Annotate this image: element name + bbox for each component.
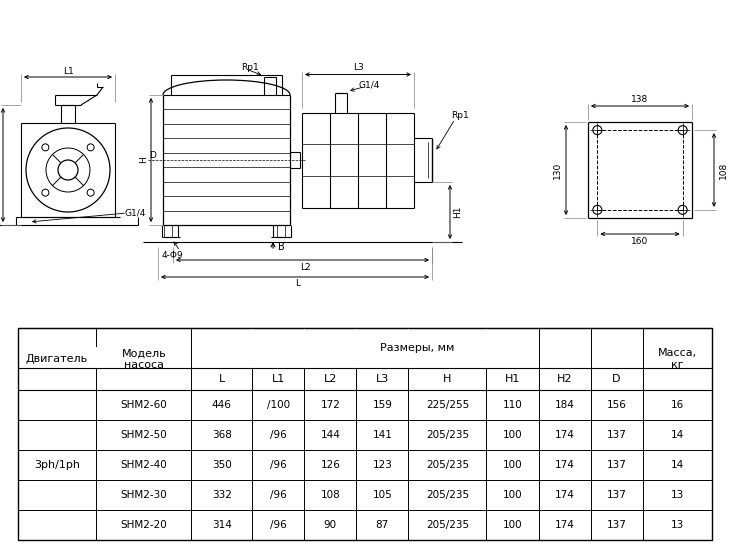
Text: L2: L2 <box>323 374 337 384</box>
Text: 3ph/1ph: 3ph/1ph <box>34 460 80 470</box>
Bar <box>538 329 539 367</box>
Text: D: D <box>150 152 156 161</box>
Text: D: D <box>612 374 620 384</box>
Text: 446: 446 <box>212 400 232 410</box>
Bar <box>18 328 712 540</box>
Text: H1: H1 <box>453 206 463 218</box>
Text: 205/235: 205/235 <box>426 430 469 440</box>
Text: 159: 159 <box>372 400 392 410</box>
Text: 108: 108 <box>320 490 340 500</box>
Text: 126: 126 <box>320 460 340 470</box>
Bar <box>590 329 591 367</box>
Text: 138: 138 <box>631 95 649 104</box>
Text: 90: 90 <box>323 520 337 530</box>
Text: 144: 144 <box>320 430 340 440</box>
Bar <box>18 419 96 421</box>
Text: 225/255: 225/255 <box>426 400 469 410</box>
Text: 137: 137 <box>607 520 626 530</box>
Text: SHM2-40: SHM2-40 <box>120 460 167 470</box>
Text: 350: 350 <box>212 460 231 470</box>
Text: Двигатель: Двигатель <box>26 354 88 364</box>
Text: Модель
насоса: Модель насоса <box>121 348 166 370</box>
Text: 4-Φ9: 4-Φ9 <box>161 250 182 259</box>
Text: H1: H1 <box>504 374 520 384</box>
Text: B: B <box>277 242 285 252</box>
Text: 100: 100 <box>503 430 522 440</box>
Text: 13: 13 <box>671 490 684 500</box>
Bar <box>356 329 357 367</box>
Text: 87: 87 <box>376 520 389 530</box>
Text: G1/4: G1/4 <box>124 208 146 217</box>
Text: L1: L1 <box>63 67 74 76</box>
Text: 105: 105 <box>372 490 392 500</box>
Text: 13: 13 <box>671 520 684 530</box>
Text: 137: 137 <box>607 490 626 500</box>
Text: Rp1: Rp1 <box>241 63 259 72</box>
Bar <box>304 329 305 367</box>
Text: 100: 100 <box>503 520 522 530</box>
Text: 137: 137 <box>607 430 626 440</box>
Text: 205/235: 205/235 <box>426 520 469 530</box>
Bar <box>18 479 96 480</box>
Text: 156: 156 <box>607 400 626 410</box>
Text: Масса,
кг: Масса, кг <box>658 348 697 370</box>
Text: 100: 100 <box>503 490 522 500</box>
Text: Rp1: Rp1 <box>451 111 469 120</box>
Text: /96: /96 <box>270 490 287 500</box>
Text: L3: L3 <box>376 374 389 384</box>
Text: /96: /96 <box>270 520 287 530</box>
Bar <box>486 329 487 367</box>
Text: H: H <box>443 374 452 384</box>
Bar <box>642 347 643 367</box>
Text: 174: 174 <box>555 490 575 500</box>
Text: 205/235: 205/235 <box>426 490 469 500</box>
Text: 205/235: 205/235 <box>426 460 469 470</box>
Text: 174: 174 <box>555 520 575 530</box>
Bar <box>252 329 253 367</box>
Text: L1: L1 <box>272 374 285 384</box>
Text: /96: /96 <box>270 460 287 470</box>
Text: SHM2-30: SHM2-30 <box>120 490 167 500</box>
Text: 123: 123 <box>372 460 392 470</box>
Text: 368: 368 <box>212 430 232 440</box>
Text: 108: 108 <box>718 161 728 179</box>
Text: 137: 137 <box>607 460 626 470</box>
Text: L3: L3 <box>353 63 364 72</box>
Text: 332: 332 <box>212 490 232 500</box>
Text: 14: 14 <box>671 430 684 440</box>
Text: L: L <box>295 279 300 288</box>
Text: 314: 314 <box>212 520 232 530</box>
Text: /96: /96 <box>270 430 287 440</box>
Text: SHM2-50: SHM2-50 <box>120 430 167 440</box>
Text: H2: H2 <box>557 374 572 384</box>
Text: SHM2-60: SHM2-60 <box>120 400 167 410</box>
Text: /100: /100 <box>266 400 290 410</box>
Text: H: H <box>139 157 148 164</box>
Bar <box>408 329 409 367</box>
Text: 110: 110 <box>502 400 523 410</box>
Text: 130: 130 <box>553 161 561 179</box>
Text: 141: 141 <box>372 430 392 440</box>
Text: 174: 174 <box>555 430 575 440</box>
Text: G1/4: G1/4 <box>358 80 380 89</box>
Text: 14: 14 <box>671 460 684 470</box>
Text: Размеры, мм: Размеры, мм <box>380 343 454 353</box>
Text: 184: 184 <box>555 400 575 410</box>
Text: SHM2-20: SHM2-20 <box>120 520 167 530</box>
Text: 100: 100 <box>503 460 522 470</box>
Text: L: L <box>219 374 225 384</box>
Text: 172: 172 <box>320 400 340 410</box>
Text: 16: 16 <box>671 400 684 410</box>
Text: L2: L2 <box>300 263 310 272</box>
Text: 160: 160 <box>631 237 649 246</box>
Text: 174: 174 <box>555 460 575 470</box>
